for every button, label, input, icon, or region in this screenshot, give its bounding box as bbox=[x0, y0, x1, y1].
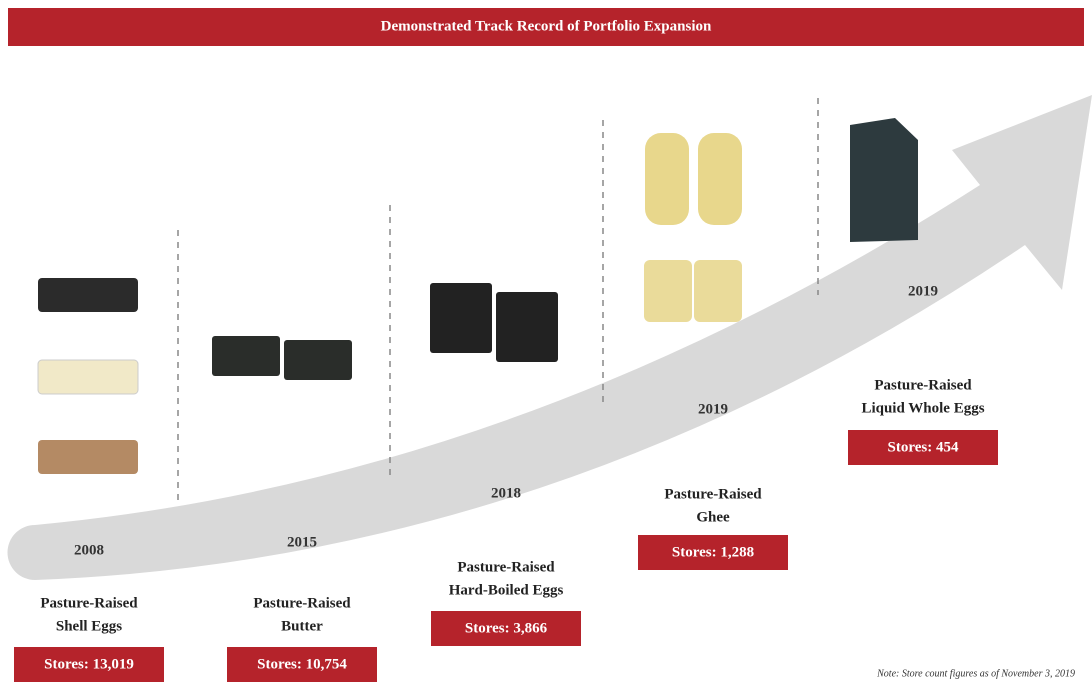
product-name: Pasture-Raised bbox=[457, 559, 555, 575]
product-name: Pasture-Raised bbox=[253, 595, 351, 611]
ghee-bottle-image bbox=[645, 133, 689, 225]
stores-count: Stores: 13,019 bbox=[44, 656, 134, 672]
ghee-jar-image bbox=[644, 260, 692, 322]
product-name: Hard-Boiled Eggs bbox=[449, 582, 564, 598]
product-name: Pasture-Raised bbox=[664, 486, 762, 502]
ghee-jar-image bbox=[694, 260, 742, 322]
footnote: Note: Store count figures as of November… bbox=[876, 668, 1075, 679]
product-images bbox=[38, 118, 918, 474]
milestone-year: 2019 bbox=[908, 283, 938, 299]
stores-count: Stores: 1,288 bbox=[672, 544, 754, 560]
product-name: Liquid Whole Eggs bbox=[861, 400, 984, 416]
stores-count: Stores: 3,866 bbox=[465, 620, 548, 636]
egg-carton-image bbox=[38, 360, 138, 394]
milestone-year: 2008 bbox=[74, 542, 104, 558]
butter-image bbox=[284, 340, 352, 380]
egg-carton-image bbox=[38, 278, 138, 312]
milestone-year: 2018 bbox=[491, 485, 521, 501]
product-name: Pasture-Raised bbox=[40, 595, 138, 611]
ghee-bottle-image bbox=[698, 133, 742, 225]
stores-count: Stores: 10,754 bbox=[257, 656, 347, 672]
stores-count: Stores: 454 bbox=[888, 439, 959, 455]
liquid-egg-carton-image bbox=[850, 118, 918, 242]
egg-carton-image bbox=[38, 440, 138, 474]
product-name: Ghee bbox=[696, 509, 730, 525]
butter-image bbox=[212, 336, 280, 376]
header-title: Demonstrated Track Record of Portfolio E… bbox=[381, 18, 712, 34]
product-name: Pasture-Raised bbox=[874, 377, 972, 393]
product-name: Shell Eggs bbox=[56, 618, 122, 634]
product-name: Butter bbox=[281, 618, 323, 634]
slide: Demonstrated Track Record of Portfolio E… bbox=[0, 0, 1092, 684]
milestone-year: 2015 bbox=[287, 534, 317, 550]
milestone-year: 2019 bbox=[698, 401, 728, 417]
boiled-egg-image bbox=[430, 283, 492, 353]
boiled-egg-image bbox=[496, 292, 558, 362]
